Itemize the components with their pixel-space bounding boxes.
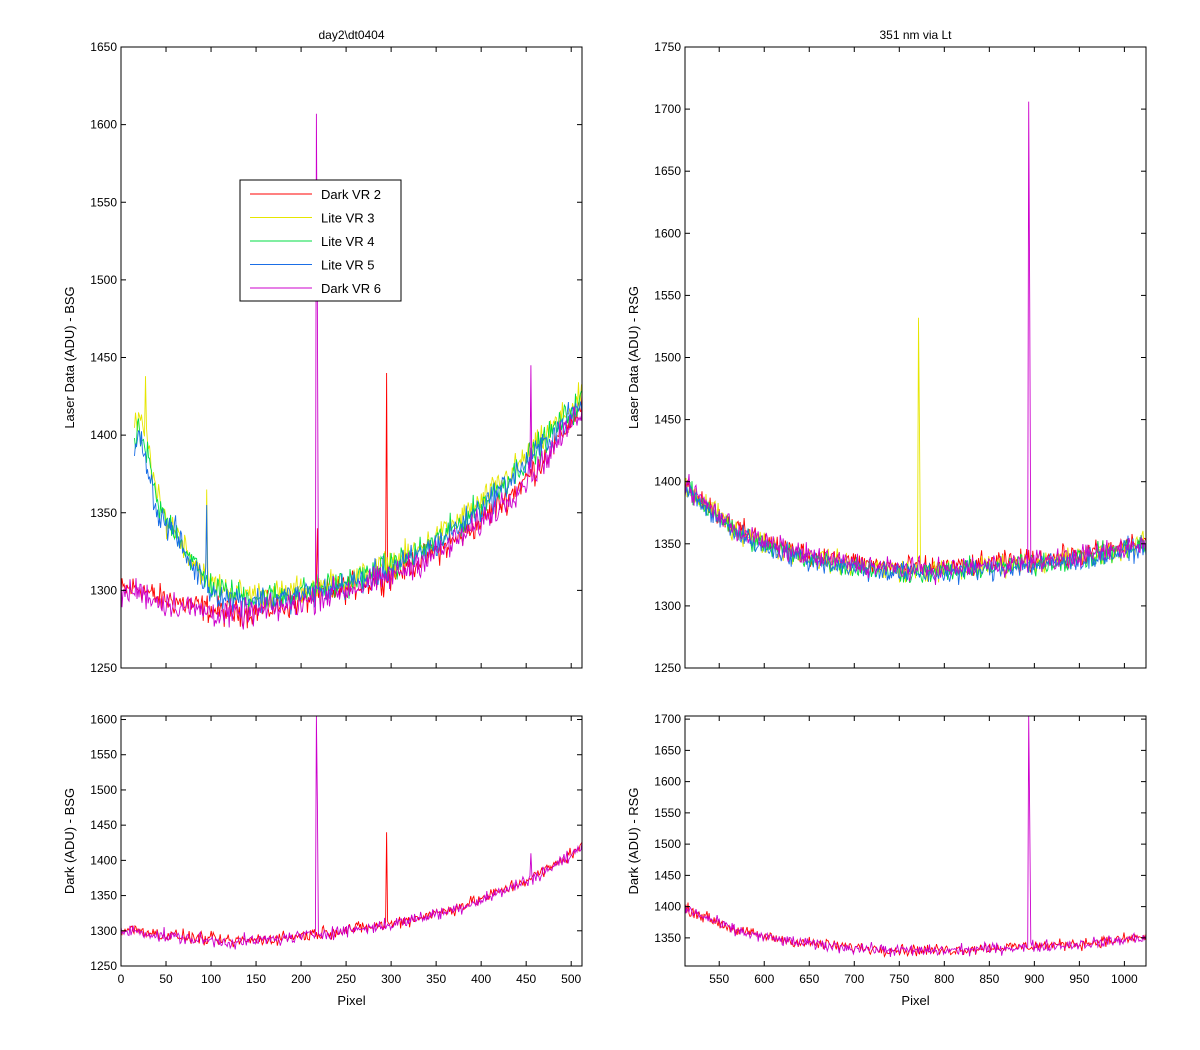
series-line-dark-vr-2 <box>121 832 582 948</box>
y-tick-label: 1300 <box>654 599 681 613</box>
x-tick-label: 750 <box>889 972 909 986</box>
x-tick-label: 500 <box>561 972 581 986</box>
axes-frame <box>120 715 583 967</box>
y-tick-label: 1550 <box>90 195 117 209</box>
y-tick-label: 1500 <box>654 837 681 851</box>
plot-area <box>121 113 582 630</box>
y-tick-label: 1400 <box>90 853 117 867</box>
y-tick-label: 1350 <box>90 506 117 520</box>
y-tick-label: 1450 <box>90 818 117 832</box>
x-tick-label: 1000 <box>1111 972 1138 986</box>
y-tick-label: 1250 <box>90 959 117 973</box>
chart-title: day2\dt0404 <box>318 28 384 42</box>
plot-area <box>685 716 1146 958</box>
subplot-bottom-left: 1250 1300 1350 1400 1450 1500 1550 1600 0 50 100 15… <box>62 713 583 1008</box>
plot-area <box>121 716 582 950</box>
series-line-dark-vr-6 <box>121 716 582 950</box>
y-tick-label: 1400 <box>654 900 681 914</box>
y-tick-label: 1450 <box>654 413 681 427</box>
x-tick-label: 300 <box>381 972 401 986</box>
x-axis-label: Pixel <box>901 993 929 1008</box>
series-line-dark-vr-6 <box>121 113 582 630</box>
x-tick-label: 100 <box>201 972 221 986</box>
x-tick-label: 250 <box>336 972 356 986</box>
x-tick-label: 900 <box>1024 972 1044 986</box>
series-line-lite-vr-5 <box>134 401 582 617</box>
x-tick-label: 0 <box>118 972 125 986</box>
y-axis-label: Laser Data (ADU) - BSG <box>62 286 77 428</box>
legend-entry: Lite VR 4 <box>321 234 374 249</box>
y-tick-label: 1350 <box>654 931 681 945</box>
y-tick-label: 1700 <box>654 102 681 116</box>
y-tick-label: 1300 <box>90 924 117 938</box>
y-tick-label: 1250 <box>654 661 681 675</box>
y-tick-label: 1700 <box>654 712 681 726</box>
y-tick-label: 1600 <box>90 118 117 132</box>
y-axis-label: Dark (ADU) - RSG <box>626 788 641 895</box>
x-tick-label: 400 <box>471 972 491 986</box>
y-tick-label: 1650 <box>654 164 681 178</box>
y-tick-label: 1400 <box>90 428 117 442</box>
y-tick-label: 1300 <box>90 583 117 597</box>
series-line-dark-vr-6 <box>685 716 1146 957</box>
axes-frame <box>684 715 1147 967</box>
y-tick-label: 1550 <box>654 288 681 302</box>
y-tick-label: 1500 <box>90 273 117 287</box>
legend-entry: Dark VR 6 <box>321 281 381 296</box>
y-tick-label: 1500 <box>654 351 681 365</box>
y-tick-label: 1250 <box>90 661 117 675</box>
y-tick-label: 1600 <box>90 713 117 727</box>
x-tick-label: 600 <box>754 972 774 986</box>
legend-entry: Lite VR 5 <box>321 258 374 273</box>
y-tick-label: 1350 <box>90 889 117 903</box>
x-tick-label: 200 <box>291 972 311 986</box>
x-tick-label: 650 <box>799 972 819 986</box>
x-tick-label: 950 <box>1069 972 1089 986</box>
y-axis-label: Dark (ADU) - BSG <box>62 788 77 894</box>
y-tick-label: 1350 <box>654 537 681 551</box>
subplot-bottom-right: 1350 1400 1450 1500 1550 1600 1650 1700 550 600 65… <box>626 712 1147 1008</box>
legend-entry: Lite VR 3 <box>321 211 374 226</box>
x-tick-label: 550 <box>709 972 729 986</box>
y-tick-label: 1550 <box>654 806 681 820</box>
legend-entry: Dark VR 2 <box>321 187 381 202</box>
y-tick-label: 1650 <box>90 40 117 54</box>
x-tick-label: 850 <box>979 972 999 986</box>
y-axis-label: Laser Data (ADU) - RSG <box>626 286 641 429</box>
y-tick-label: 1550 <box>90 748 117 762</box>
plot-area <box>685 101 1146 586</box>
x-tick-label: 800 <box>934 972 954 986</box>
subplot-top-left: 1250 1300 1350 1400 1450 1500 1550 1600 1650 day2… <box>62 28 583 675</box>
y-tick-label: 1750 <box>654 40 681 54</box>
x-tick-label: 700 <box>844 972 864 986</box>
subplot-top-right: 1250 1300 1350 1400 1450 1500 1550 1600 1650 1700… <box>626 28 1147 675</box>
legend: Dark VR 2 Lite VR 3 Lite VR 4 Lite VR 5 Dark… <box>239 179 402 302</box>
y-tick-label: 1450 <box>654 868 681 882</box>
x-tick-label: 450 <box>516 972 536 986</box>
x-tick-label: 50 <box>159 972 173 986</box>
y-tick-label: 1450 <box>90 351 117 365</box>
y-tick-label: 1400 <box>654 475 681 489</box>
x-tick-label: 150 <box>246 972 266 986</box>
x-tick-label: 350 <box>426 972 446 986</box>
y-tick-label: 1600 <box>654 775 681 789</box>
y-tick-label: 1500 <box>90 783 117 797</box>
y-tick-label: 1600 <box>654 226 681 240</box>
y-tick-label: 1650 <box>654 743 681 757</box>
chart-title: 351 nm via Lt <box>879 28 952 42</box>
x-axis-label: Pixel <box>337 993 365 1008</box>
series-line-dark-vr-6 <box>685 101 1146 586</box>
